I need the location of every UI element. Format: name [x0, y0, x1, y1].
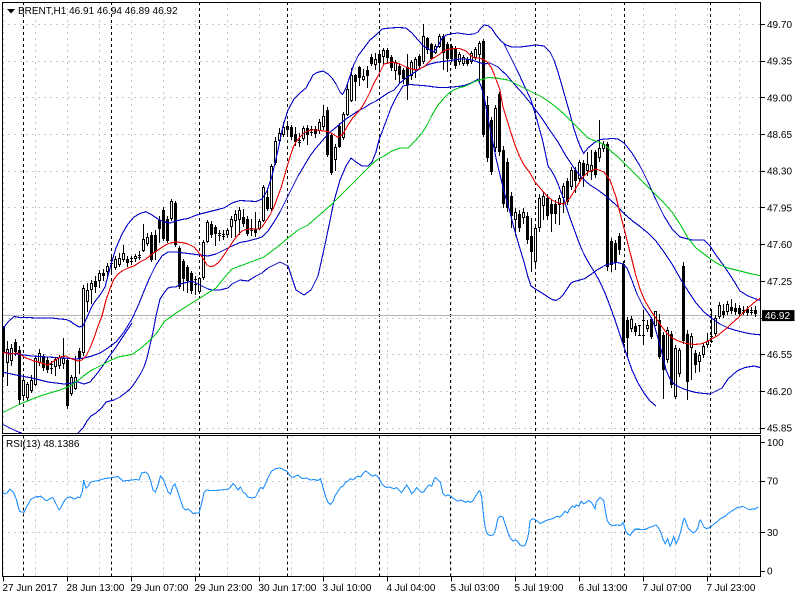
- svg-text:48.65: 48.65: [767, 130, 792, 141]
- svg-text:RSI(13) 48.1386: RSI(13) 48.1386: [6, 439, 80, 450]
- svg-text:5 Jul 03:00: 5 Jul 03:00: [451, 583, 500, 594]
- svg-text:46.92: 46.92: [765, 311, 790, 322]
- svg-text:45.85: 45.85: [767, 424, 792, 435]
- svg-text:BRENT,H1 46.91 46.94 46.89 46: BRENT,H1 46.91 46.94 46.89 46.92: [18, 6, 178, 17]
- svg-text:29 Jun 07:00: 29 Jun 07:00: [131, 583, 189, 594]
- svg-text:47.60: 47.60: [767, 240, 792, 251]
- svg-text:0: 0: [767, 567, 773, 578]
- svg-text:6 Jul 13:00: 6 Jul 13:00: [579, 583, 628, 594]
- svg-text:46.20: 46.20: [767, 387, 792, 398]
- svg-text:5 Jul 19:00: 5 Jul 19:00: [515, 583, 564, 594]
- svg-text:47.25: 47.25: [767, 277, 792, 288]
- svg-text:30: 30: [767, 528, 779, 539]
- svg-text:47.95: 47.95: [767, 203, 792, 214]
- svg-text:3 Jul 10:00: 3 Jul 10:00: [323, 583, 372, 594]
- svg-text:30 Jun 17:00: 30 Jun 17:00: [259, 583, 317, 594]
- svg-text:28 Jun 13:00: 28 Jun 13:00: [67, 583, 125, 594]
- svg-text:49.00: 49.00: [767, 93, 792, 104]
- svg-text:49.35: 49.35: [767, 57, 792, 68]
- svg-text:4 Jul 04:00: 4 Jul 04:00: [387, 583, 436, 594]
- svg-text:49.70: 49.70: [767, 20, 792, 31]
- svg-text:29 Jun 23:00: 29 Jun 23:00: [195, 583, 253, 594]
- svg-text:27 Jun 2017: 27 Jun 2017: [3, 583, 58, 594]
- svg-text:70: 70: [767, 477, 779, 488]
- svg-text:100: 100: [767, 438, 784, 449]
- svg-text:48.30: 48.30: [767, 167, 792, 178]
- svg-text:46.55: 46.55: [767, 350, 792, 361]
- svg-text:7 Jul 23:00: 7 Jul 23:00: [707, 583, 756, 594]
- svg-text:7 Jul 07:00: 7 Jul 07:00: [643, 583, 692, 594]
